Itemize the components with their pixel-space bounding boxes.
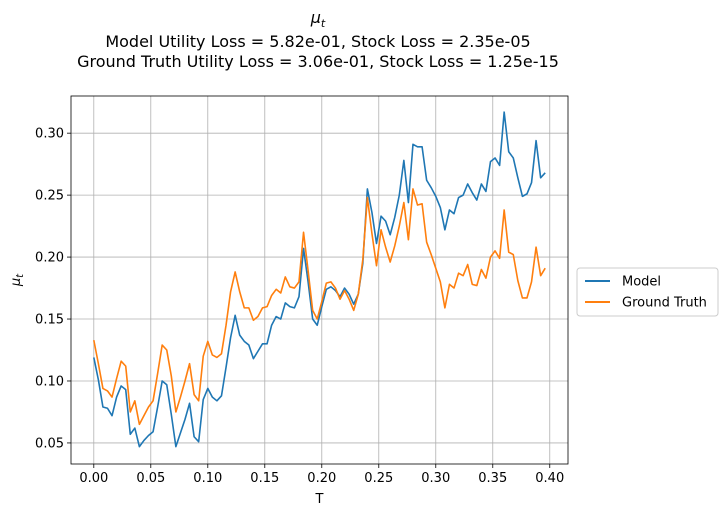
y-axis-label-subscript: t [15, 273, 26, 278]
x-tick-label: 0.30 [421, 471, 450, 486]
title-mu: μ [310, 8, 321, 27]
title-model-loss: Model Utility Loss = 5.82e-01, Stock Los… [105, 32, 530, 51]
x-tick-label: 0.40 [535, 471, 564, 486]
y-tick-label: 0.10 [35, 374, 64, 389]
svg-text:μt: μt [9, 273, 26, 287]
legend-label-model: Model [622, 275, 661, 290]
chart-title: μt Model Utility Loss = 5.82e-01, Stock … [77, 8, 559, 71]
title-mu-subscript: t [321, 17, 326, 30]
x-tick-label: 0.25 [364, 471, 393, 486]
legend-box [576, 267, 719, 317]
y-tick-label: 0.25 [35, 189, 64, 204]
x-tick-label: 0.15 [250, 471, 279, 486]
x-axis-label: T [315, 492, 324, 507]
x-tick-label: 0.10 [193, 471, 222, 486]
y-axis-ticks: 0.05 0.10 0.15 0.20 0.25 0.30 [35, 127, 71, 451]
x-tick-label: 0.20 [307, 471, 336, 486]
y-tick-label: 0.20 [35, 251, 64, 266]
x-tick-label: 0.00 [79, 471, 108, 486]
x-tick-label: 0.05 [136, 471, 165, 486]
y-axis-label: μt [9, 273, 26, 287]
grid [71, 96, 568, 464]
legend: Model Ground Truth [576, 267, 719, 317]
y-axis-label-mu: μ [9, 278, 24, 287]
title-ground-truth-loss: Ground Truth Utility Loss = 3.06e-01, St… [77, 52, 559, 71]
x-axis-ticks: 0.00 0.05 0.10 0.15 0.20 0.25 0.30 0.35 0.40 [79, 464, 564, 486]
series-layer [93, 111, 546, 448]
y-tick-label: 0.05 [35, 436, 64, 451]
legend-label-ground-truth: Ground Truth [622, 296, 707, 311]
series-line-ground-truth [93, 188, 546, 426]
series-line-model [93, 111, 546, 448]
y-tick-label: 0.30 [35, 127, 64, 142]
axes-frame [70, 95, 569, 465]
x-tick-label: 0.35 [478, 471, 507, 486]
title-main: μt [310, 8, 326, 30]
y-tick-label: 0.15 [35, 313, 64, 328]
